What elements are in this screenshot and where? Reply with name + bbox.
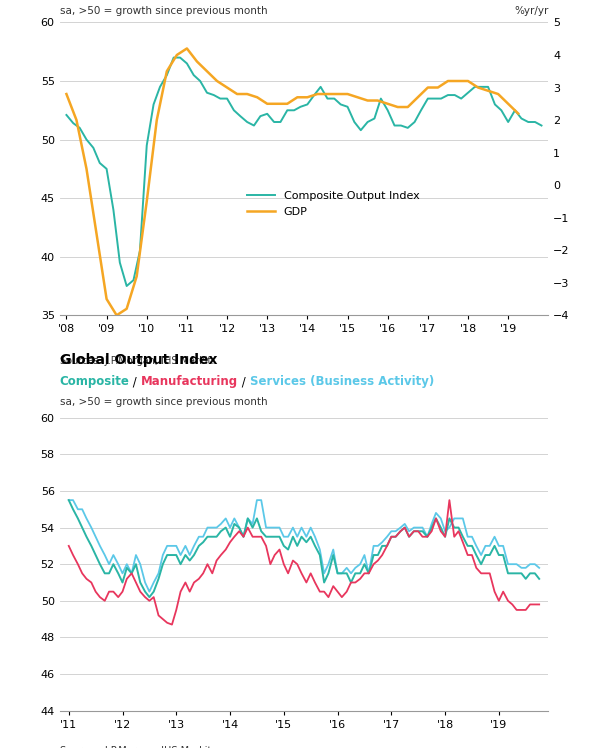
Text: /: / [129, 375, 141, 388]
Text: Composite: Composite [60, 375, 129, 388]
Text: %yr/yr: %yr/yr [514, 6, 548, 16]
Text: Services (Business Activity): Services (Business Activity) [250, 375, 434, 388]
Text: Sources: J.P.Morgan, IHS Markit.: Sources: J.P.Morgan, IHS Markit. [60, 746, 214, 748]
Text: Manufacturing: Manufacturing [141, 375, 238, 388]
Text: sa, >50 = growth since previous month: sa, >50 = growth since previous month [60, 397, 267, 407]
Text: Global Output Index: Global Output Index [60, 353, 217, 367]
Text: Sources: J.P.Morgan, IHS Markit.: Sources: J.P.Morgan, IHS Markit. [60, 356, 214, 367]
Legend: Composite Output Index, GDP: Composite Output Index, GDP [243, 187, 424, 221]
Text: /: / [238, 375, 250, 388]
Text: sa, >50 = growth since previous month: sa, >50 = growth since previous month [60, 6, 267, 16]
